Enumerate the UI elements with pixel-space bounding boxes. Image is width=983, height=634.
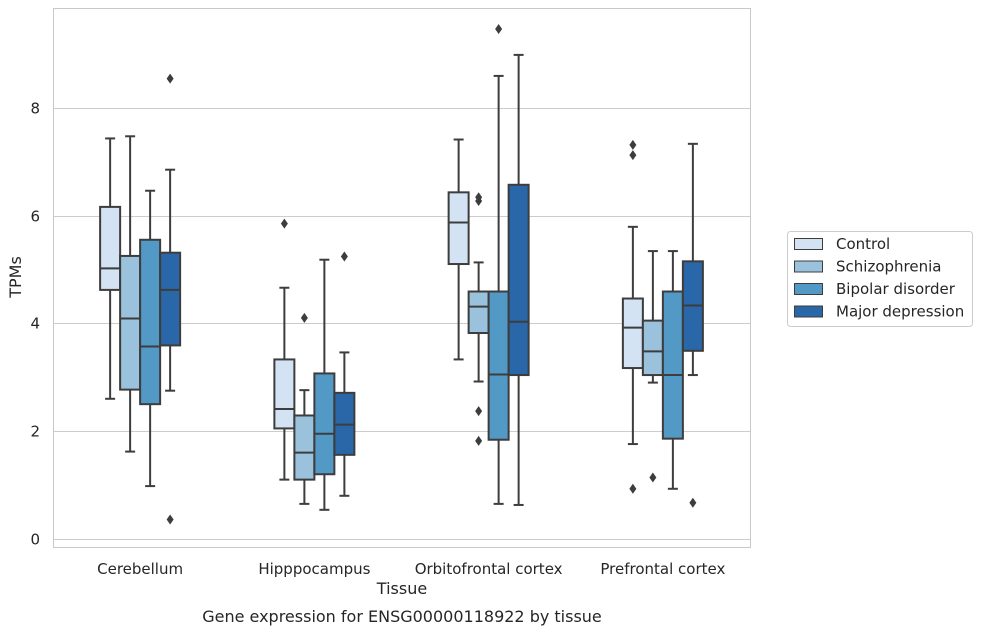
box-plot (447, 138, 470, 361)
box-plot (681, 142, 704, 508)
outlier-point (629, 139, 637, 150)
legend: Control Schizophrenia Bipolar disorder Majo… (787, 231, 973, 327)
box-plot (641, 250, 664, 483)
box-plot (487, 24, 510, 505)
box-iqr (467, 290, 490, 335)
y-tick-label: 4 (30, 315, 40, 333)
x-tick-label: Cerebellum (97, 560, 183, 578)
outlier-point (280, 218, 288, 229)
outlier-point (475, 435, 483, 446)
legend-label: Major depression (836, 303, 964, 321)
box-iqr (621, 297, 644, 370)
x-tick-label: Prefrontal cortex (600, 560, 725, 578)
outlier-point (629, 483, 637, 494)
outlier-point (300, 312, 308, 323)
outlier-point (629, 150, 637, 161)
y-tick-label: 8 (30, 100, 40, 118)
x-axis-label: Tissue (376, 579, 427, 598)
box-plot (661, 250, 684, 490)
legend-swatch (794, 305, 823, 318)
box-plot (621, 139, 644, 494)
box-plot (119, 135, 142, 453)
box-iqr (641, 319, 664, 377)
box-plots (99, 24, 704, 525)
outlier-point (475, 406, 483, 417)
outlier-point (166, 514, 174, 525)
box-plot (273, 218, 296, 481)
y-axis-ticks: 0 2 4 6 8 (30, 100, 40, 549)
x-tick-label: Orbitofrontal cortex (415, 560, 563, 578)
outlier-point (340, 251, 348, 262)
legend-label: Bipolar disorder (836, 280, 956, 298)
box-plot (467, 192, 490, 446)
y-tick-label: 2 (30, 423, 40, 441)
box-iqr (507, 183, 530, 377)
legend-swatch (794, 238, 823, 250)
box-iqr (661, 290, 684, 440)
outlier-point (649, 472, 657, 483)
plot-frame (53, 8, 751, 548)
box-plot (159, 73, 182, 525)
legend-swatch (794, 283, 823, 295)
box-iqr (447, 191, 470, 266)
box-iqr (487, 290, 510, 441)
chart-caption: Gene expression for ENSG00000118922 by t… (202, 607, 602, 626)
legend-label: Control (836, 235, 890, 253)
box-iqr (119, 254, 142, 391)
outlier-point (495, 24, 503, 35)
legend-swatch (794, 260, 823, 273)
box-plot (507, 53, 530, 506)
box-plot (313, 258, 336, 511)
box-plot (333, 251, 356, 497)
box-iqr (99, 205, 122, 291)
legend-label: Schizophrenia (836, 258, 941, 276)
box-iqr (273, 358, 296, 430)
outlier-point (166, 73, 174, 84)
outlier-point (689, 497, 697, 508)
box-iqr (139, 238, 162, 406)
box-plot (99, 137, 122, 400)
outlier-point (475, 192, 483, 203)
box-iqr (159, 251, 182, 347)
box-iqr (313, 372, 336, 476)
y-tick-label: 0 (30, 531, 40, 549)
legend-frame (787, 231, 973, 327)
box-plot (293, 312, 316, 505)
box-iqr (293, 414, 316, 481)
box-plot (139, 189, 162, 488)
y-axis-label: TPMs (6, 256, 25, 299)
x-axis-ticks: Cerebellum Hipppocampus Orbitofrontal cort… (97, 560, 725, 578)
y-tick-label: 6 (30, 208, 40, 226)
x-tick-label: Hipppocampus (258, 560, 370, 578)
